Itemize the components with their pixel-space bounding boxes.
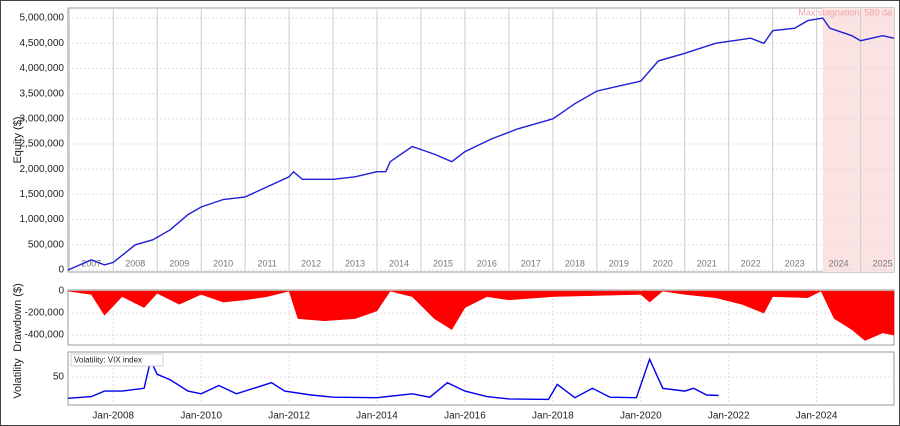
series-line <box>67 17 895 271</box>
x-tick-label: Jan-2018 <box>532 411 574 422</box>
year-label: 2016 <box>477 258 497 268</box>
year-label: 2023 <box>785 258 805 268</box>
year-label: 2024 <box>829 258 849 268</box>
year-label: 2020 <box>653 258 673 268</box>
y-tick-label: 2,000,000 <box>20 164 65 175</box>
year-label: 2015 <box>433 258 453 268</box>
year-label: 2025 <box>873 258 893 268</box>
legend-label: Volatility: VIX index <box>74 356 142 365</box>
stagnation-band <box>822 8 894 272</box>
year-label: 2011 <box>257 258 276 268</box>
x-tick-label: Jan-2010 <box>180 411 222 422</box>
year-label: 2013 <box>345 258 365 268</box>
year-label: 2010 <box>213 258 233 268</box>
y-tick-label: 3,000,000 <box>20 113 65 124</box>
drawdown-area <box>67 290 895 341</box>
year-label: 2021 <box>697 258 717 268</box>
y-axis-label: Volatility <box>12 358 24 399</box>
y-tick-label: -200,000 <box>25 308 65 319</box>
y-tick-label: -400,000 <box>25 330 65 341</box>
plot-area <box>67 351 895 406</box>
y-tick-label: 50 <box>53 372 65 383</box>
y-tick-label: 4,000,000 <box>20 63 65 74</box>
stagnation-label: Max stagnation: 580 da <box>798 7 892 17</box>
y-tick-label: 2,500,000 <box>20 139 65 150</box>
y-tick-label: 500,000 <box>28 239 65 250</box>
year-label: 2014 <box>389 258 409 268</box>
y-tick-label: 3,500,000 <box>20 88 65 99</box>
year-label: 2009 <box>169 258 189 268</box>
y-tick-label: 5,000,000 <box>20 13 65 24</box>
year-label: 2018 <box>565 258 585 268</box>
x-tick-label: Jan-2024 <box>796 411 838 422</box>
legend-box <box>70 353 164 367</box>
plot-area <box>67 7 895 273</box>
year-label: 2019 <box>609 258 629 268</box>
x-tick-label: Jan-2022 <box>708 411 750 422</box>
y-axis-label: Equity ($) <box>12 116 24 163</box>
y-tick-label: 0 <box>58 265 64 276</box>
year-label: 2012 <box>301 258 321 268</box>
x-tick-label: Jan-2012 <box>268 411 310 422</box>
x-tick-label: Jan-2016 <box>444 411 486 422</box>
y-axis-label: Drawdown ($) <box>12 283 24 351</box>
x-tick-label: Jan-2020 <box>620 411 662 422</box>
x-tick-label: Jan-2008 <box>92 411 134 422</box>
year-label: 2017 <box>521 258 541 268</box>
year-label: 2007 <box>81 258 101 268</box>
series-line <box>67 357 719 401</box>
year-label: 2022 <box>741 258 761 268</box>
y-tick-label: 1,000,000 <box>20 214 65 225</box>
y-tick-label: 0 <box>58 286 64 297</box>
y-tick-label: 1,500,000 <box>20 189 65 200</box>
x-tick-label: Jan-2014 <box>356 411 398 422</box>
y-tick-label: 4,500,000 <box>20 38 65 49</box>
year-label: 2008 <box>125 258 145 268</box>
